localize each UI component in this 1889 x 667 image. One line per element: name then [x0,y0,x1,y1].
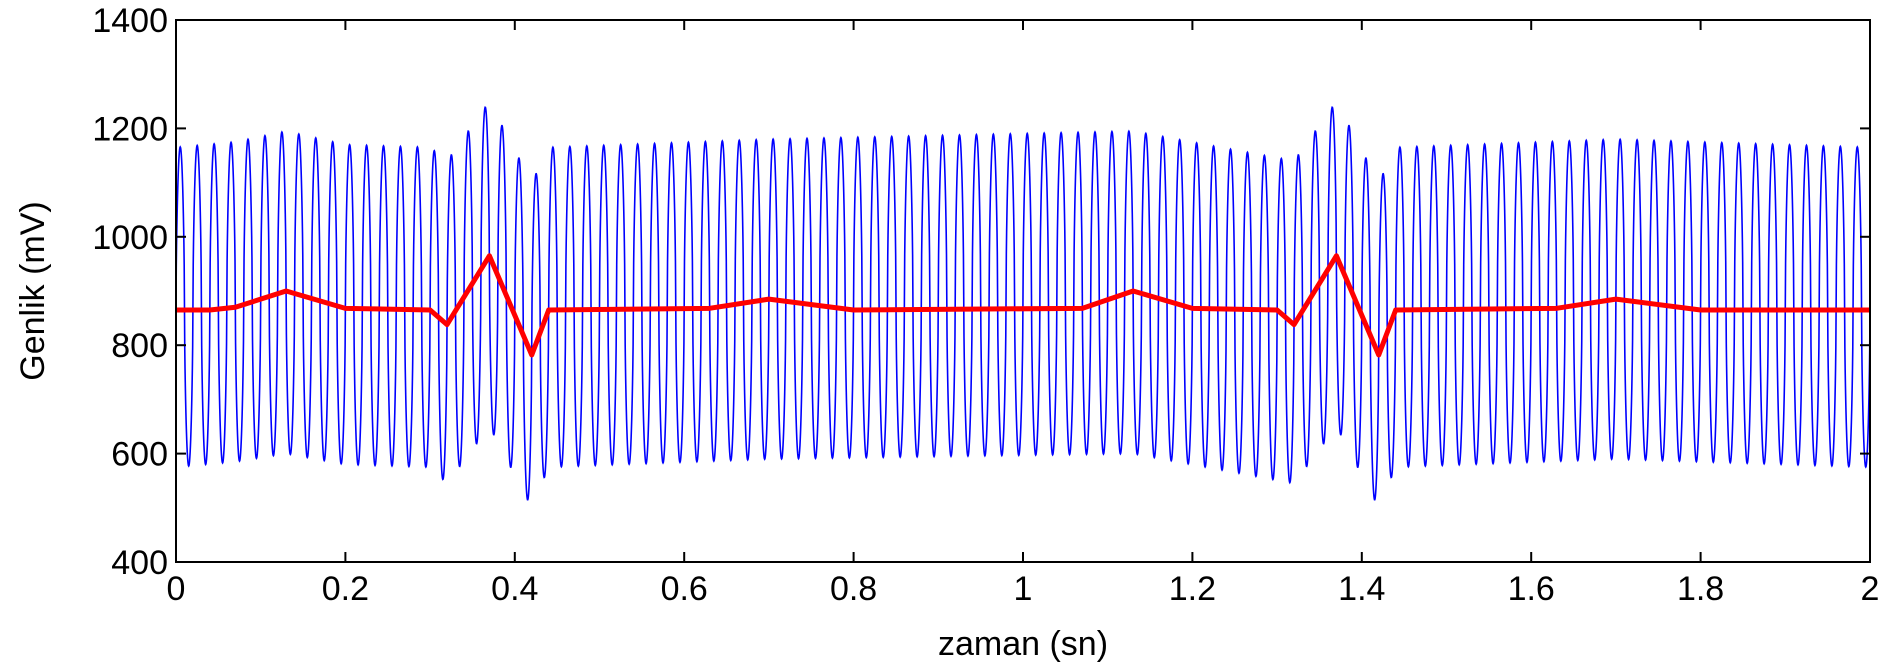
series-signal-line [175,106,1871,501]
y-tick-label: 600 [111,436,168,474]
series-trend-line [176,253,1870,358]
y-tick-label: 1000 [92,219,168,257]
y-axis: 400 600 800 1000 1200 1400 [92,2,1870,582]
x-tick-label: 1.2 [1169,570,1216,608]
series-trend [176,253,1870,358]
x-tick-label: 1 [1014,570,1033,608]
series-signal [175,106,1871,501]
x-axis: 0 0.2 0.4 0.6 0.8 1 1.2 1.4 1.6 1.8 2 [167,20,1880,608]
y-tick-label: 400 [111,544,168,582]
x-tick-label: 0 [167,570,186,608]
y-tick-label: 1200 [92,110,168,148]
x-tick-label: 1.8 [1677,570,1724,608]
x-axis-title: zaman (sn) [938,625,1108,663]
x-tick-label: 0.2 [322,570,369,608]
x-tick-label: 1.4 [1338,570,1385,608]
y-tick-label: 800 [111,327,168,365]
x-tick-label: 0.6 [661,570,708,608]
x-tick-label: 0.8 [830,570,877,608]
y-tick-label: 1400 [92,2,168,40]
x-tick-label: 2 [1861,570,1880,608]
y-axis-title: Genlik (mV) [14,201,52,380]
x-tick-label: 1.6 [1508,570,1555,608]
x-tick-label: 0.4 [491,570,538,608]
